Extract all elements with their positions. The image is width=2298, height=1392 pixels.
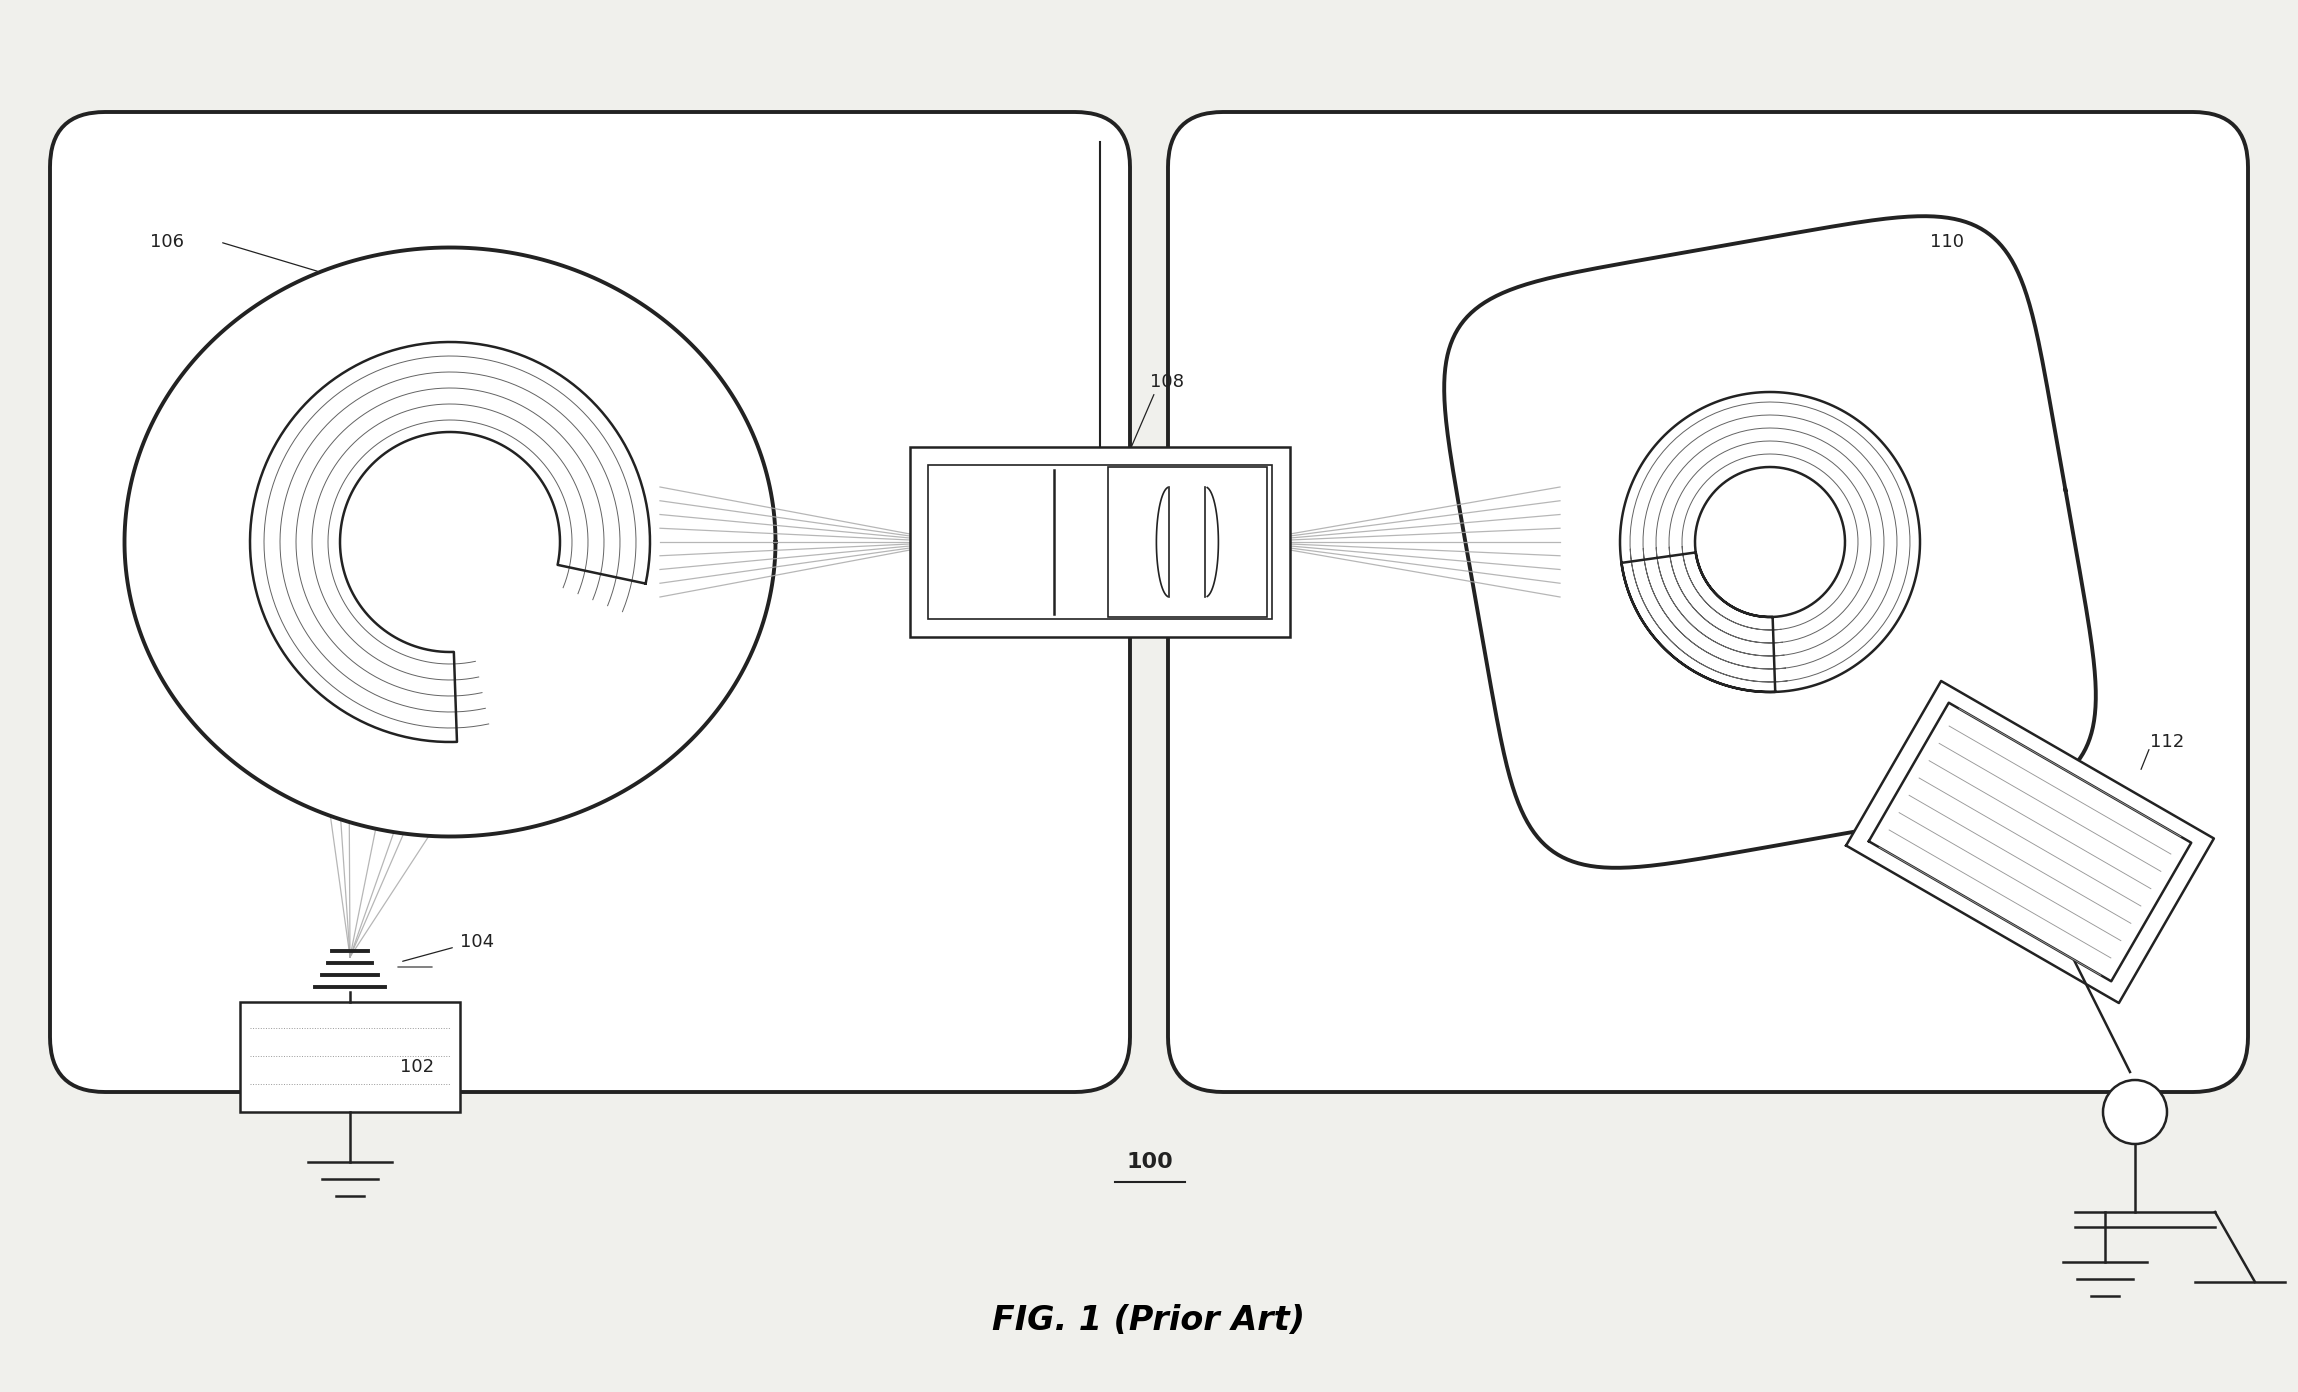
FancyBboxPatch shape	[51, 111, 1131, 1091]
Text: 108: 108	[1149, 373, 1183, 391]
Text: 112: 112	[2151, 734, 2185, 752]
Text: 106: 106	[149, 232, 184, 251]
Text: 104: 104	[460, 933, 494, 951]
Text: 100: 100	[1126, 1153, 1174, 1172]
Text: FIG. 1 (Prior Art): FIG. 1 (Prior Art)	[993, 1303, 1305, 1336]
Polygon shape	[1868, 703, 2192, 981]
Text: 102: 102	[400, 1058, 434, 1076]
Circle shape	[2103, 1080, 2167, 1144]
Polygon shape	[1620, 393, 1921, 692]
Bar	[910, 447, 1289, 638]
FancyBboxPatch shape	[1167, 111, 2247, 1091]
Bar	[239, 1002, 460, 1112]
Polygon shape	[124, 248, 774, 837]
Text: 110: 110	[1930, 232, 1965, 251]
Polygon shape	[250, 342, 650, 742]
Polygon shape	[1443, 216, 2096, 867]
Polygon shape	[1845, 681, 2213, 1004]
Bar	[1108, 466, 1266, 617]
Bar	[928, 465, 1273, 619]
